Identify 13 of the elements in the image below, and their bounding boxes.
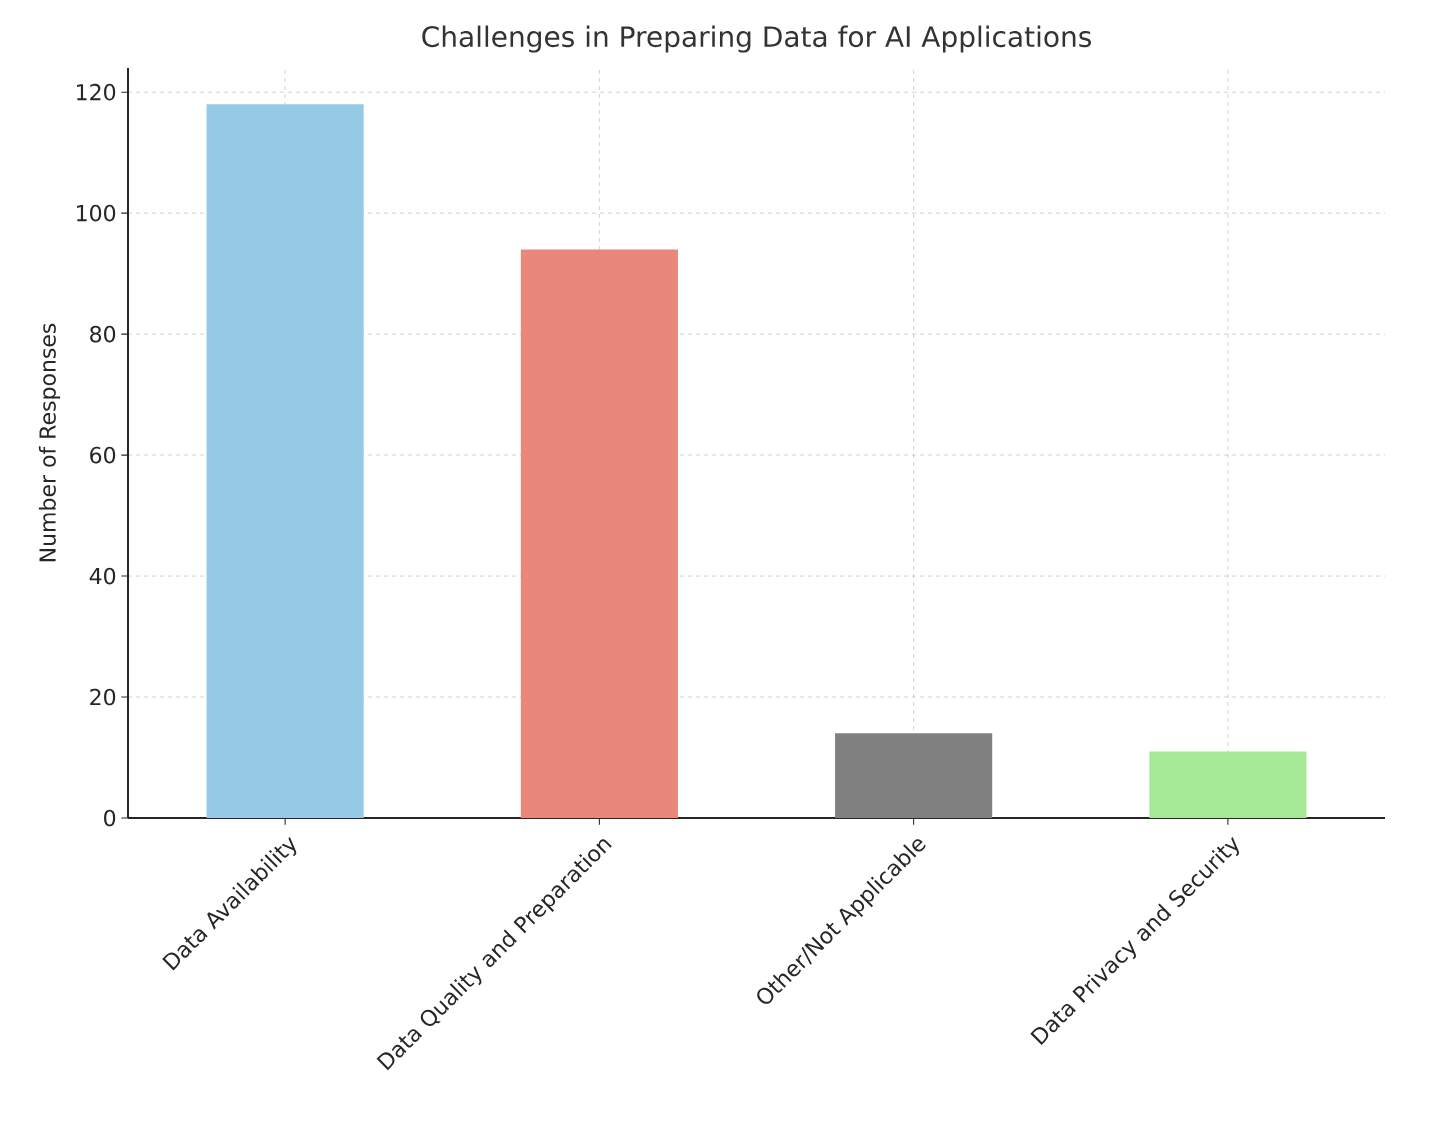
bar: [520, 249, 678, 818]
y-tick-label: 80: [90, 325, 116, 343]
bar: [1149, 751, 1307, 818]
y-tick-label: 60: [90, 446, 116, 464]
bar: [835, 733, 993, 818]
y-tick-label: 40: [89, 567, 116, 585]
y-axis-title: Number of Responses: [38, 323, 61, 562]
y-tick-label: 20: [90, 688, 116, 706]
y-tick-label: 0: [104, 809, 116, 827]
bar: [206, 104, 364, 818]
y-tick-label: 100: [77, 204, 116, 222]
y-tick-label: 120: [77, 83, 116, 101]
chart-title: Challenges in Preparing Data for AI Applications: [422, 25, 1091, 53]
